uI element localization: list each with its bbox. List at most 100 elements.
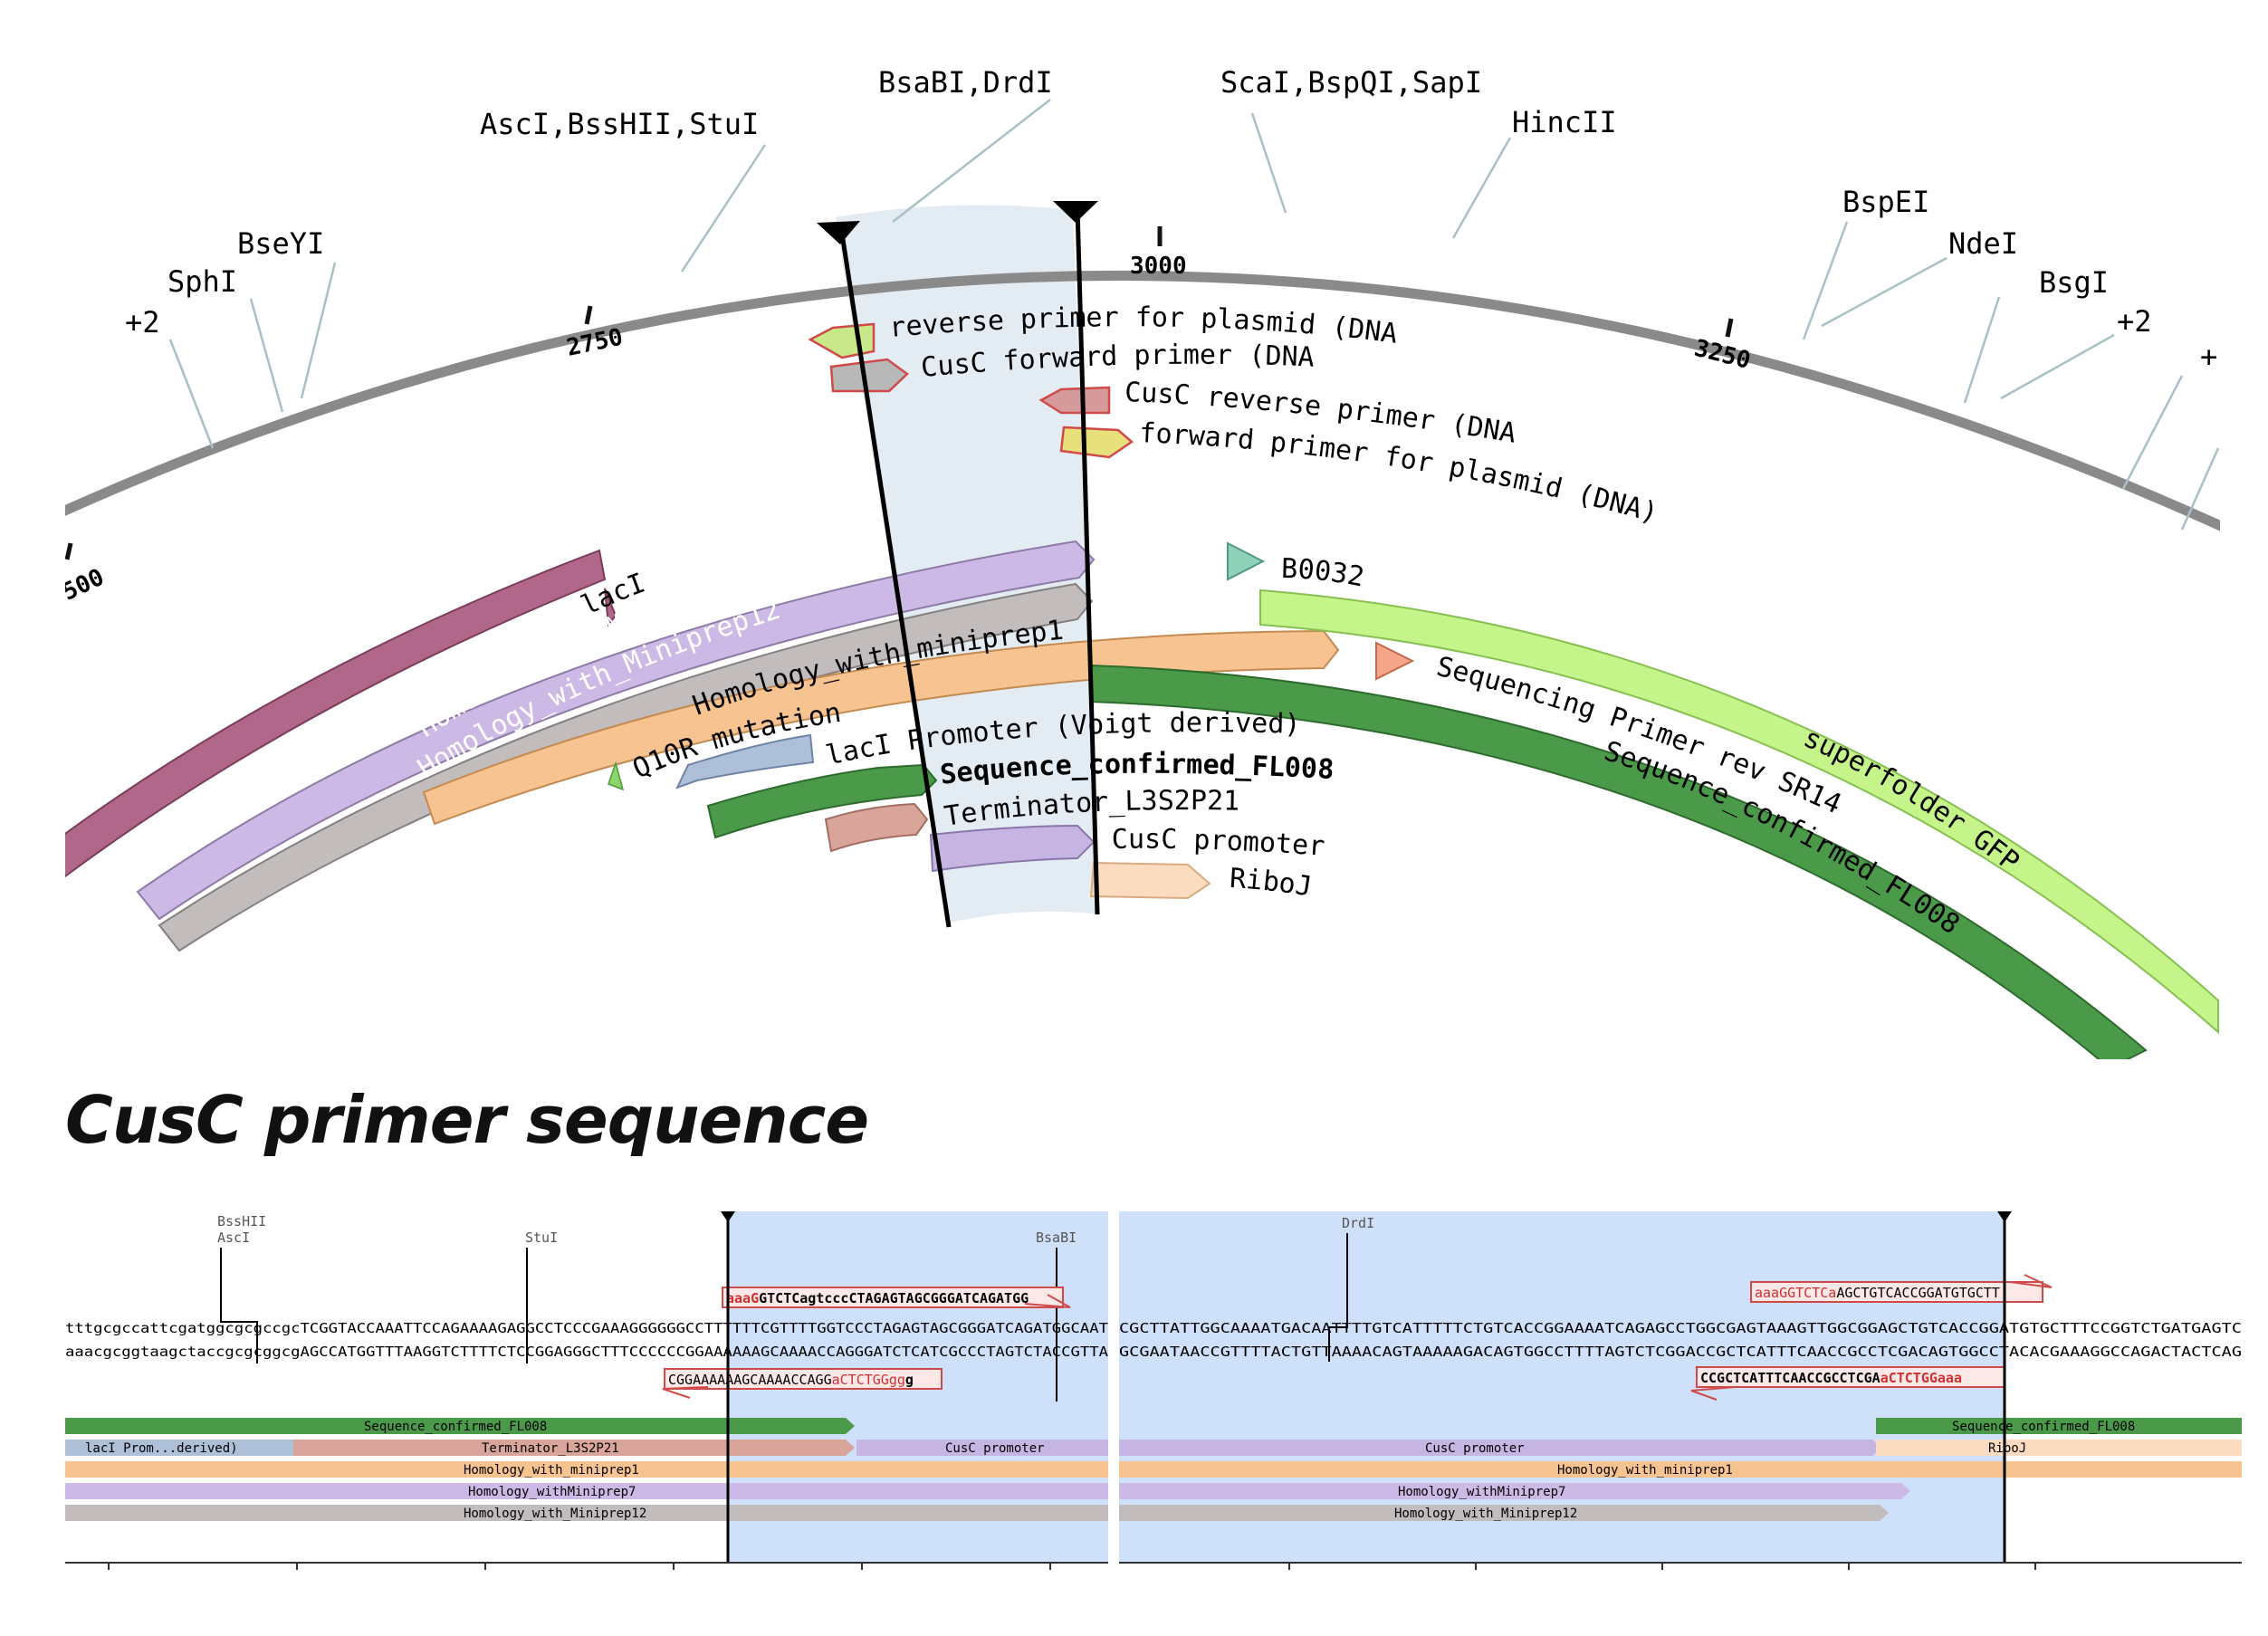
primer-arrow-reverse-plasmid[interactable]: [808, 322, 876, 359]
track-homology7[interactable]: [1119, 1483, 1910, 1499]
feature-homology-miniprep1[interactable]: [422, 629, 1340, 826]
track-homology-miniprep1[interactable]: [1119, 1461, 2242, 1478]
fwd-primer-arrowhead: [2009, 1274, 2053, 1288]
plasmid-backbone: [65, 270, 2220, 531]
feature-laci-promoter[interactable]: [675, 733, 815, 789]
cursor-handle: [721, 1211, 735, 1222]
rev-primer-seq: CCGCTCATTTCAACCGCCTCGAaCTCTGGaaa: [1700, 1370, 1962, 1386]
primer-arrow-cusc-forward[interactable]: [829, 358, 909, 393]
enzyme-label-bsabi-drdi: BsaBI,DrdI: [878, 65, 1053, 100]
coordinate-label-2500: 2500: [45, 564, 108, 613]
track-homology12[interactable]: [1119, 1505, 1889, 1521]
top-strand: CGCTTATTGGCAAAATGACAATTTTGTCATTTTTCTGTCA…: [1119, 1320, 2242, 1336]
rev-primer-arrowhead: [1690, 1386, 1736, 1401]
feature-terminator[interactable]: [824, 802, 929, 853]
track-homology-miniprep1[interactable]: [65, 1461, 1108, 1478]
feature-laci-marker: [604, 588, 617, 627]
enzyme-label-scai-bspqi-sapi: ScaI,BspQI,SapI: [1220, 65, 1482, 100]
track-label-homology12: Homology_with_Miniprep12: [464, 1507, 646, 1521]
track-seq-confirmed[interactable]: [1876, 1418, 2242, 1434]
track-riboj[interactable]: [1876, 1440, 2242, 1456]
feature-seq-primer[interactable]: [1375, 641, 1415, 681]
coordinate-label-3000: 3000: [1130, 253, 1187, 280]
enzyme-label-bsgi: BsgI: [2039, 265, 2109, 300]
plasmid-map: 2500 2750 3000 3250 +2 SphI BseYI AscI,B…: [0, 0, 2220, 1068]
primer-label-forward-plasmid: forward primer for plasmid (DNA): [1139, 417, 1661, 530]
cursor-handle: [1997, 1211, 2012, 1222]
fwd-primer-seq: aaaGGTCTCaAGCTGTCACCGGATGTGCTT: [1755, 1285, 2000, 1301]
enzyme-label-stui: StuI: [525, 1229, 558, 1246]
feature-homology12[interactable]: [158, 582, 1094, 952]
enzyme-label-bsshii: BssHII: [217, 1213, 266, 1229]
sequence-view-left: BssHII AscI StuI BsaBI aaaGGTCTCagtcccCT…: [65, 1211, 1108, 1570]
enzyme-label-plus-edge: +: [2200, 340, 2217, 374]
axis-ticks: 2,9002,9202,9402,9602,980: [1288, 1563, 2036, 1570]
primer-arrow-forward-plasmid[interactable]: [1059, 426, 1134, 459]
feature-b0032[interactable]: [1227, 541, 1266, 581]
fwd-primer-box[interactable]: [1750, 1281, 2043, 1303]
feature-laci-gene[interactable]: [0, 549, 607, 942]
enzyme-label-plus2-right: +2: [2117, 304, 2152, 339]
feature-label-riboj: RiboJ: [1229, 863, 1314, 903]
enzyme-label-bsabi: BsaBI: [1036, 1229, 1077, 1246]
rev-primer-arrowhead: [662, 1386, 709, 1399]
track-label-homology7: Homology_withMiniprep7: [1398, 1485, 1565, 1499]
enzyme-callouts: [168, 99, 2220, 531]
track-homology7[interactable]: [65, 1483, 1108, 1499]
enzyme-label-hincii: HincII: [1512, 105, 1617, 139]
rev-primer-seq: CGGAAAAAAGCAAAACCAGGaCTCTGGggg: [668, 1372, 914, 1388]
feature-seq-confirmed-outer[interactable]: [1090, 664, 2148, 1068]
selection-cursor-left[interactable]: [817, 221, 952, 928]
fwd-primer-seq: aaaGGTCTCagtcccCTAGAGTAGCGGGATCAGATGG: [726, 1290, 1029, 1306]
page-title: CusC primer sequence: [65, 1082, 869, 1158]
track-laci-promoter[interactable]: [65, 1440, 293, 1456]
track-label-homology-miniprep1: Homology_with_miniprep1: [464, 1463, 639, 1478]
track-label-seq-confirmed: Sequence_confirmed_FL008: [364, 1420, 547, 1434]
feature-seq-confirmed-inner[interactable]: [706, 763, 938, 839]
enzyme-label-drdi: DrdI: [1342, 1215, 1374, 1231]
track-label-cusc-promoter: CusC promoter: [1425, 1441, 1525, 1456]
track-label-riboj: RiboJ: [1988, 1441, 2026, 1456]
sequence-view-right: DrdI aaaGGTCTCaAGCTGTCACCGGATGTGCTT CGCT…: [1119, 1211, 2242, 1570]
bottom-strand: GCGAATAACCGTTTTACTGTTAAAACAGTAAAAAGACAGT…: [1119, 1344, 2242, 1360]
coordinate-label-2750: 2750: [564, 323, 625, 361]
fwd-primer-box[interactable]: [722, 1287, 1064, 1308]
track-label-laci-promoter: lacI Prom...derived): [85, 1441, 238, 1456]
feature-label-b0032: B0032: [1281, 553, 1367, 594]
enzyme-label-bseyi: BseYI: [237, 226, 324, 261]
coordinate-label-3250: 3250: [1691, 335, 1753, 375]
coordinate-ticks: [65, 226, 1734, 560]
track-label-cusc-promoter: CusC promoter: [945, 1441, 1045, 1456]
track-cusc-promoter[interactable]: [856, 1440, 1108, 1456]
primer-arrow-cusc-reverse[interactable]: [1038, 386, 1111, 415]
feature-sfgfp[interactable]: [1259, 588, 2219, 1035]
fwd-primer-arrowhead: [1024, 1294, 1071, 1308]
selection-cursor-right[interactable]: [1053, 201, 1100, 915]
top-strand: tttgcgccattcgatggcgcgccgcTCGGTACCAAATTCC…: [65, 1320, 1108, 1336]
feature-cusc-promoter[interactable]: [929, 824, 1096, 873]
enzyme-label-asci-bsshii-stui: AscI,BssHII,StuI: [480, 107, 759, 141]
feature-label-cusc-promoter: CusC promoter: [1111, 824, 1325, 863]
enzyme-label-sphi: SphI: [167, 264, 237, 299]
enzyme-label-asci: AscI: [217, 1229, 250, 1246]
enzyme-label-ndei: NdeI: [1948, 226, 2018, 261]
track-label-homology-miniprep1: Homology_with_miniprep1: [1557, 1463, 1733, 1478]
track-homology12[interactable]: [65, 1505, 1108, 1521]
rev-primer-box[interactable]: [664, 1368, 943, 1390]
axis-ticks: 2,7802,8002,8202,8402,8602,880: [108, 1563, 1051, 1570]
track-seq-confirmed[interactable]: [65, 1418, 855, 1434]
track-terminator[interactable]: [293, 1440, 855, 1456]
track-label-homology7: Homology_withMiniprep7: [468, 1485, 636, 1499]
enzyme-label-bspei: BspEI: [1842, 185, 1929, 219]
track-label-terminator: Terminator_L3S2P21: [482, 1441, 619, 1456]
feature-q10r: [608, 761, 625, 791]
track-label-seq-confirmed: Sequence_confirmed_FL008: [1952, 1420, 2135, 1434]
enzyme-cut-markers: [1328, 1233, 1348, 1362]
enzyme-label-plus2-left: +2: [125, 305, 160, 340]
enzyme-cut-markers: [220, 1248, 1057, 1402]
track-cusc-promoter[interactable]: [1119, 1440, 1881, 1456]
feature-label-seq-confirmed-inner: Sequence_confirmed_FL008: [938, 749, 1335, 791]
feature-riboj[interactable]: [1089, 861, 1211, 900]
track-label-homology12: Homology_with_Miniprep12: [1394, 1507, 1577, 1521]
